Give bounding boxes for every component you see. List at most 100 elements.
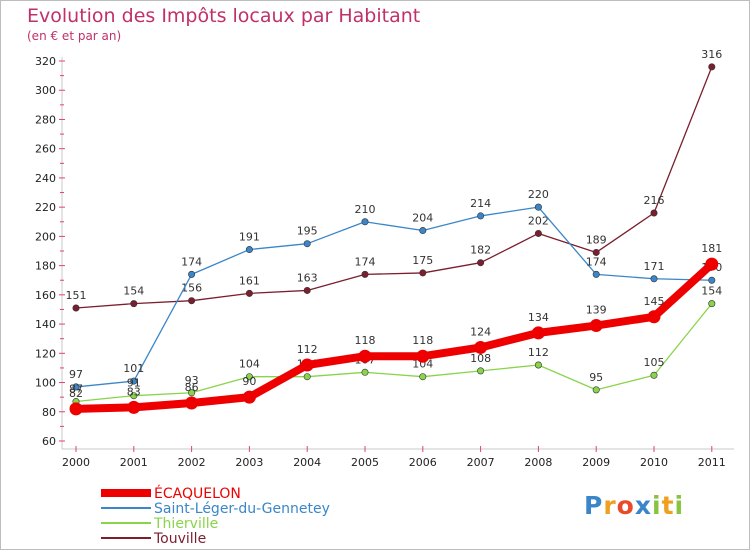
legend-item: Touville: [101, 531, 206, 547]
x-tick-label: 2009: [582, 456, 610, 469]
data-label: 214: [470, 197, 491, 210]
data-label: 112: [297, 343, 318, 356]
data-point: [416, 349, 430, 363]
series-thierville: 87919310410410710410811295105154: [69, 285, 722, 406]
y-tick-label: 200: [35, 230, 56, 243]
data-point: [650, 209, 658, 217]
data-label: 104: [412, 358, 433, 371]
data-point: [650, 275, 658, 283]
y-tick-label: 320: [35, 55, 56, 68]
data-label: 181: [701, 242, 722, 255]
x-tick-label: 2003: [235, 456, 263, 469]
data-label: 124: [470, 325, 491, 338]
data-label: 145: [644, 295, 665, 308]
legend-label: ÉCAQUELON: [154, 485, 241, 502]
data-label: 112: [528, 346, 549, 359]
data-label: 191: [239, 231, 260, 244]
x-tick-label: 2004: [293, 456, 321, 469]
data-point: [303, 373, 311, 381]
data-point: [303, 286, 311, 294]
data-point: [361, 368, 369, 376]
legend-item: Thierville: [101, 516, 218, 532]
data-point: [245, 373, 253, 381]
data-label: 151: [66, 289, 87, 302]
data-label: 83: [127, 385, 141, 398]
logo-letter: P: [584, 491, 604, 520]
data-label: 139: [586, 304, 607, 317]
legend-label: Saint-Léger-du-Gennetey: [154, 501, 330, 517]
data-label: 204: [412, 212, 433, 225]
data-point: [419, 373, 427, 381]
x-tick-label: 2001: [120, 456, 148, 469]
data-point: [708, 276, 716, 284]
y-tick-label: 160: [35, 289, 56, 302]
data-label: 134: [528, 311, 549, 324]
legend-item: ÉCAQUELON: [101, 485, 241, 502]
logo-letter: i: [674, 491, 685, 520]
data-point: [361, 270, 369, 278]
series-line: [75, 302, 713, 403]
data-point: [477, 212, 485, 220]
y-tick-label: 280: [35, 113, 56, 126]
data-point: [647, 310, 661, 324]
data-point: [705, 257, 719, 271]
x-tick-label: 2007: [467, 456, 495, 469]
data-point: [477, 367, 485, 375]
data-point: [130, 392, 138, 400]
data-label: 161: [239, 274, 260, 287]
legend-label: Thierville: [153, 516, 218, 532]
x-tick-label: 2006: [409, 456, 437, 469]
proxiti-logo: Proxiti: [584, 491, 684, 520]
data-point: [419, 227, 427, 235]
data-point: [708, 300, 716, 308]
legend-item: Saint-Léger-du-Gennetey: [101, 501, 330, 517]
data-label: 171: [644, 260, 665, 273]
x-tick-label: 2005: [351, 456, 379, 469]
logo-letter: o: [616, 491, 635, 520]
data-point: [242, 390, 256, 404]
y-tick-label: 240: [35, 172, 56, 185]
data-label: 108: [470, 352, 491, 365]
logo-letter: t: [661, 491, 675, 520]
y-tick-label: 100: [35, 377, 56, 390]
data-label: 90: [242, 375, 256, 388]
data-label: 154: [123, 285, 144, 298]
data-label: 216: [644, 194, 665, 207]
x-tick-label: 2008: [524, 456, 552, 469]
y-tick-label: 300: [35, 84, 56, 97]
y-tick-label: 220: [35, 201, 56, 214]
data-point: [477, 259, 485, 267]
data-point: [592, 248, 600, 256]
data-point: [185, 396, 199, 410]
data-point: [592, 270, 600, 278]
data-label: 175: [412, 254, 433, 267]
chart-title: Evolution des Impôts locaux par Habitant: [27, 5, 421, 27]
legend-label: Touville: [153, 531, 206, 547]
data-label: 95: [589, 371, 603, 384]
data-point: [300, 358, 314, 372]
x-tick-label: 2000: [62, 456, 90, 469]
data-label: 91: [127, 377, 141, 390]
data-point: [303, 240, 311, 248]
data-label: 118: [355, 334, 376, 347]
data-label: 189: [586, 233, 607, 246]
data-label: 195: [297, 225, 318, 238]
data-point: [589, 319, 603, 333]
chart-subtitle: (en € et par an): [27, 29, 122, 43]
x-tick-label: 2011: [698, 456, 726, 469]
data-label: 101: [123, 362, 144, 375]
data-point: [358, 349, 372, 363]
data-label: 118: [412, 334, 433, 347]
logo-letter: r: [603, 491, 617, 520]
series-line: [75, 66, 713, 309]
data-label: 104: [239, 358, 260, 371]
series-line: [75, 206, 713, 388]
data-point: [474, 340, 488, 354]
logo-letter: x: [634, 491, 652, 520]
y-tick-label: 80: [42, 406, 56, 419]
data-point: [534, 361, 542, 369]
y-tick-label: 60: [42, 435, 56, 448]
data-label: 163: [297, 271, 318, 284]
data-label: 87: [69, 383, 83, 396]
